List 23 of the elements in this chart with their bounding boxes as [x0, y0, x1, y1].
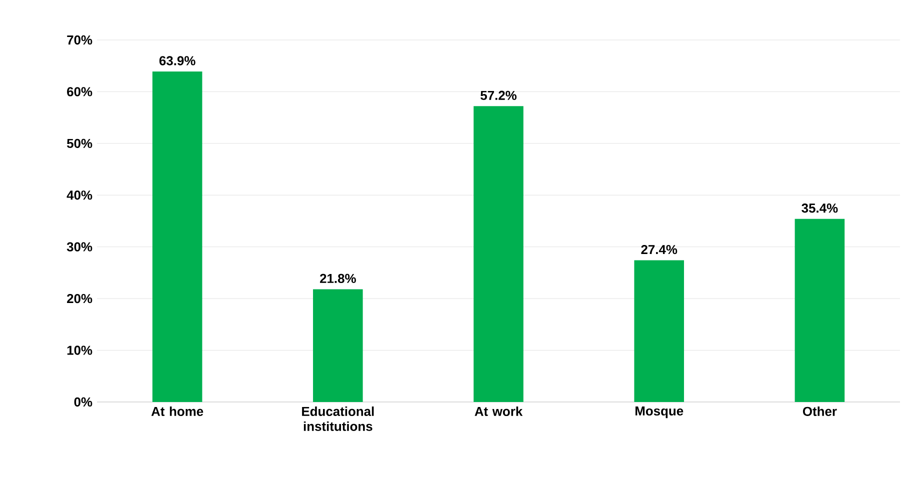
bar: [474, 106, 524, 402]
x-tick-label: At home: [151, 406, 204, 416]
y-tick-label: 60%: [67, 87, 92, 96]
bar: [794, 218, 845, 402]
y-tick-label: 0%: [74, 397, 92, 407]
y-tick-label: 10%: [67, 346, 92, 355]
x-tick-label: Educational institutions: [302, 406, 374, 431]
data-label: 27.4%: [641, 244, 678, 254]
data-label: 57.2%: [480, 90, 517, 100]
y-tick-label: 50%: [66, 138, 92, 148]
bar: [313, 289, 363, 402]
x-tick-label: At work: [474, 406, 523, 416]
data-label: 35.4%: [802, 204, 838, 213]
x-tick-label: Other: [802, 406, 837, 416]
y-tick-label: 30%: [66, 242, 92, 252]
y-tick-label: 70%: [67, 35, 92, 45]
data-label: 63.9%: [159, 56, 196, 66]
bar: [634, 260, 684, 402]
x-tick-label: Mosque: [636, 406, 684, 418]
y-tick-label: 40%: [66, 190, 92, 200]
y-tick-label: 20%: [67, 294, 92, 304]
bar: [152, 72, 202, 402]
data-label: 21.8%: [320, 274, 356, 284]
